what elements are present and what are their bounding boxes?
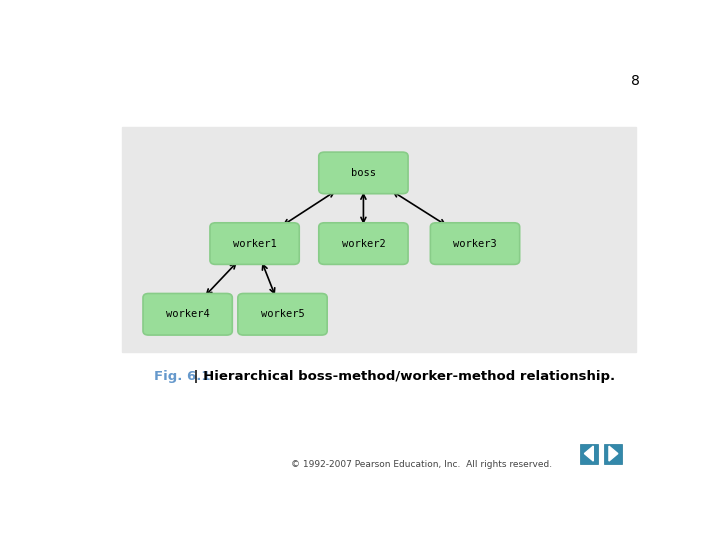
Text: © 1992-2007 Pearson Education, Inc.  All rights reserved.: © 1992-2007 Pearson Education, Inc. All …: [292, 460, 552, 469]
FancyBboxPatch shape: [319, 152, 408, 194]
Text: worker1: worker1: [233, 239, 276, 248]
Text: 8: 8: [631, 74, 639, 88]
Text: worker3: worker3: [453, 239, 497, 248]
FancyBboxPatch shape: [319, 223, 408, 265]
Text: | Hierarchical boss-method/worker-method relationship.: | Hierarchical boss-method/worker-method…: [189, 370, 615, 383]
Text: boss: boss: [351, 168, 376, 178]
FancyBboxPatch shape: [122, 127, 636, 352]
FancyBboxPatch shape: [580, 443, 598, 463]
Text: worker5: worker5: [261, 309, 305, 319]
FancyBboxPatch shape: [238, 293, 327, 335]
Polygon shape: [609, 446, 618, 461]
FancyBboxPatch shape: [431, 223, 520, 265]
FancyBboxPatch shape: [605, 443, 622, 463]
Polygon shape: [585, 446, 593, 461]
Text: Fig. 6.1: Fig. 6.1: [154, 370, 211, 383]
FancyBboxPatch shape: [210, 223, 300, 265]
FancyBboxPatch shape: [143, 293, 233, 335]
Text: worker4: worker4: [166, 309, 210, 319]
Text: worker2: worker2: [341, 239, 385, 248]
